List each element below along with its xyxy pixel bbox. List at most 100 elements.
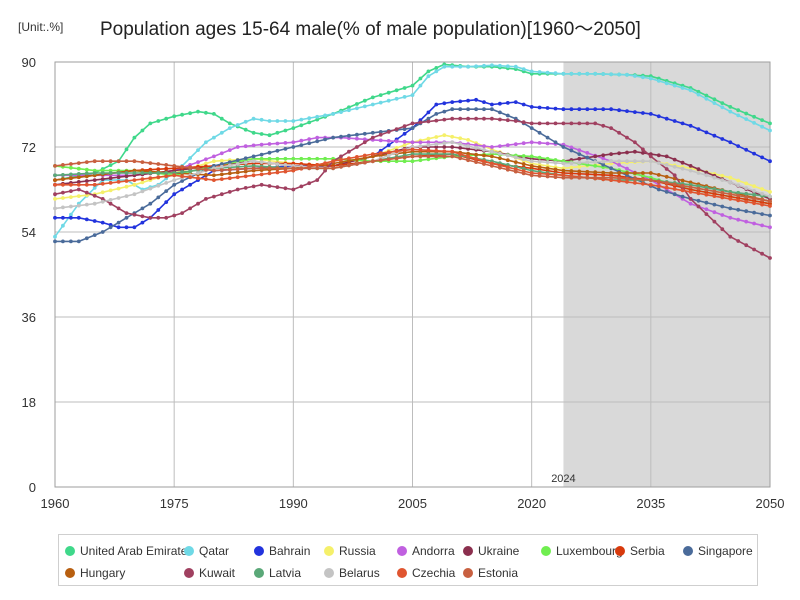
data-point — [490, 63, 494, 68]
data-point — [251, 154, 256, 159]
data-point — [458, 99, 463, 104]
data-point — [124, 174, 129, 179]
data-point — [712, 97, 717, 102]
data-point — [505, 64, 510, 69]
data-point — [188, 111, 193, 116]
data-point — [61, 182, 65, 187]
data-point — [577, 121, 582, 126]
data-point — [664, 185, 669, 190]
data-point — [601, 107, 606, 112]
data-point — [768, 121, 772, 126]
data-point — [680, 194, 685, 199]
data-point — [569, 161, 574, 166]
data-point — [474, 156, 478, 161]
data-point — [196, 166, 200, 171]
data-point — [482, 144, 486, 149]
data-point — [736, 217, 741, 222]
data-point — [386, 150, 391, 155]
data-point — [212, 135, 216, 140]
data-point — [227, 190, 232, 194]
data-point — [53, 239, 57, 244]
data-point — [227, 171, 232, 176]
data-point — [315, 117, 320, 122]
data-point — [164, 215, 169, 220]
data-point — [641, 173, 645, 178]
data-point — [283, 166, 288, 171]
data-point — [498, 165, 502, 170]
data-point — [355, 145, 359, 149]
data-point — [291, 156, 296, 161]
data-point — [219, 177, 224, 182]
data-point — [561, 145, 566, 149]
data-point — [521, 120, 526, 125]
data-point — [53, 215, 57, 220]
data-point — [227, 126, 232, 130]
data-point — [69, 204, 73, 209]
legend-swatch — [184, 568, 194, 578]
data-point — [585, 169, 590, 174]
data-point — [561, 107, 566, 112]
data-point — [593, 107, 598, 112]
data-point — [362, 131, 367, 136]
data-point — [625, 109, 629, 113]
data-point — [53, 197, 57, 201]
data-point — [132, 192, 137, 197]
data-point — [561, 168, 566, 173]
data-point — [553, 106, 558, 111]
data-point — [251, 143, 256, 148]
data-point — [362, 104, 367, 109]
data-point — [688, 123, 693, 128]
data-point — [212, 168, 216, 173]
data-point — [235, 175, 240, 180]
data-point — [307, 166, 312, 171]
legend-item: Bahrain — [254, 544, 310, 558]
data-point — [323, 137, 327, 142]
data-point — [545, 156, 550, 161]
data-point — [172, 164, 177, 168]
data-point — [84, 190, 89, 195]
data-point — [490, 164, 494, 168]
data-point — [307, 141, 312, 146]
data-point — [84, 193, 89, 198]
data-point — [307, 137, 312, 142]
data-point — [482, 107, 486, 112]
data-point — [108, 198, 113, 202]
data-point — [656, 161, 661, 166]
data-point — [561, 71, 566, 76]
data-point — [704, 96, 709, 101]
data-point — [688, 190, 693, 194]
data-point — [728, 175, 733, 180]
data-point — [720, 101, 725, 105]
data-point — [720, 204, 725, 209]
y-tick-label: 36 — [22, 310, 36, 325]
data-point — [259, 182, 264, 187]
legend-item: Luxembourg — [541, 544, 623, 558]
data-point — [378, 151, 383, 156]
data-point — [696, 191, 701, 196]
data-point — [370, 159, 375, 164]
data-point — [347, 163, 351, 168]
data-point — [243, 119, 248, 124]
data-point — [204, 164, 208, 169]
data-point — [529, 105, 534, 109]
data-point — [752, 196, 756, 201]
data-point — [617, 163, 621, 167]
data-point — [164, 189, 169, 194]
data-point — [100, 199, 105, 204]
data-point — [450, 140, 455, 145]
data-point — [696, 92, 701, 97]
data-point — [227, 160, 232, 165]
data-point — [227, 163, 232, 168]
data-point — [378, 93, 383, 97]
data-point — [347, 133, 351, 138]
data-point — [482, 100, 486, 104]
data-point — [299, 184, 304, 189]
data-point — [180, 112, 185, 117]
data-point — [283, 141, 288, 145]
data-point — [712, 202, 717, 207]
data-point — [124, 211, 129, 216]
data-point — [521, 141, 526, 146]
data-point — [108, 188, 113, 193]
data-point — [426, 110, 431, 115]
data-point — [474, 152, 478, 157]
